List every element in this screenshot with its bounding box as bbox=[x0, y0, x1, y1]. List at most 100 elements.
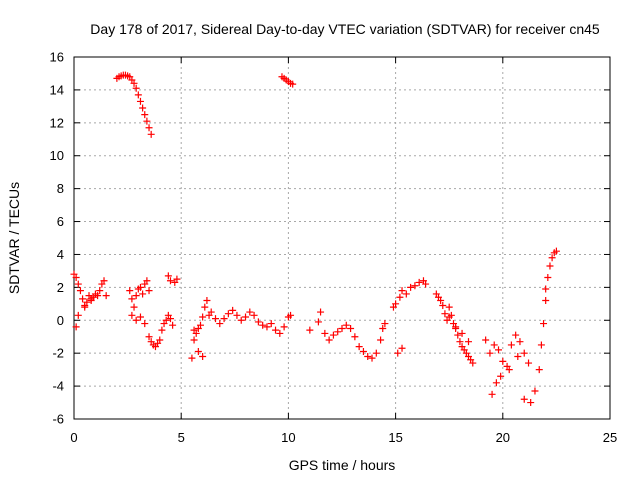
data-point bbox=[514, 352, 522, 360]
data-point bbox=[411, 282, 419, 290]
data-point bbox=[486, 349, 494, 357]
data-point bbox=[531, 387, 539, 395]
data-point bbox=[190, 336, 198, 344]
data-point bbox=[377, 336, 385, 344]
data-point bbox=[188, 354, 196, 362]
data-point bbox=[441, 310, 449, 318]
data-point bbox=[81, 303, 89, 311]
series-cluster-7 bbox=[389, 277, 430, 357]
data-point bbox=[134, 91, 142, 99]
y-tick-label: 12 bbox=[50, 115, 64, 130]
data-point bbox=[207, 308, 215, 316]
data-point bbox=[398, 344, 406, 352]
data-point bbox=[492, 379, 500, 387]
data-point bbox=[166, 277, 174, 285]
data-point bbox=[132, 316, 140, 324]
data-point bbox=[464, 338, 472, 346]
data-point bbox=[548, 254, 556, 262]
data-point bbox=[445, 303, 453, 311]
data-point bbox=[259, 321, 267, 329]
data-point bbox=[94, 292, 102, 300]
data-point bbox=[96, 287, 104, 295]
data-point bbox=[158, 326, 166, 334]
x-tick-label: 10 bbox=[281, 430, 295, 445]
data-point bbox=[141, 111, 149, 119]
series-cluster-1 bbox=[70, 270, 110, 331]
data-point bbox=[145, 287, 153, 295]
data-point bbox=[525, 359, 533, 367]
data-point bbox=[280, 323, 288, 331]
plot-frame bbox=[73, 56, 611, 420]
x-tick-label: 5 bbox=[178, 430, 185, 445]
data-point bbox=[212, 315, 220, 323]
data-layer bbox=[70, 71, 560, 407]
data-point bbox=[139, 290, 147, 298]
data-point bbox=[102, 292, 110, 300]
data-point bbox=[263, 323, 271, 331]
data-point bbox=[196, 321, 204, 329]
data-point bbox=[201, 303, 209, 311]
data-point bbox=[100, 277, 108, 285]
data-point bbox=[132, 84, 140, 92]
series-cluster-10 bbox=[542, 247, 560, 293]
data-point bbox=[512, 331, 520, 339]
data-point bbox=[407, 283, 415, 291]
data-point bbox=[454, 331, 462, 339]
data-point bbox=[535, 366, 543, 374]
data-point bbox=[488, 390, 496, 398]
data-point bbox=[87, 295, 95, 303]
chart-title: Day 178 of 2017, Sidereal Day-to-day VTE… bbox=[90, 21, 600, 37]
data-point bbox=[347, 325, 355, 332]
data-point bbox=[130, 303, 138, 311]
data-point bbox=[162, 316, 170, 324]
data-point bbox=[72, 273, 80, 281]
y-tick-label: 16 bbox=[50, 50, 64, 65]
data-point bbox=[372, 349, 380, 357]
data-point bbox=[520, 349, 528, 357]
data-point bbox=[254, 318, 262, 326]
data-point bbox=[516, 338, 524, 346]
data-point bbox=[143, 117, 151, 125]
data-point bbox=[156, 336, 164, 344]
data-point bbox=[199, 313, 207, 321]
data-point bbox=[306, 326, 314, 334]
x-tick-label: 0 bbox=[70, 430, 77, 445]
data-point bbox=[317, 308, 325, 316]
series-cluster-6 bbox=[306, 308, 389, 362]
data-point bbox=[495, 346, 503, 354]
data-point bbox=[396, 293, 404, 301]
data-point bbox=[527, 399, 535, 407]
y-tick-label: 14 bbox=[50, 82, 64, 97]
data-point bbox=[289, 80, 297, 88]
data-point bbox=[128, 295, 136, 303]
data-point bbox=[173, 275, 181, 283]
data-point bbox=[452, 323, 460, 331]
data-point bbox=[203, 297, 211, 305]
data-point bbox=[507, 341, 515, 349]
y-tick-label: 10 bbox=[50, 148, 64, 163]
data-point bbox=[439, 301, 447, 309]
data-point bbox=[72, 323, 80, 331]
data-point bbox=[398, 287, 406, 295]
data-point bbox=[520, 395, 528, 403]
grid-layer bbox=[74, 57, 610, 419]
data-point bbox=[321, 329, 329, 337]
data-point bbox=[267, 320, 275, 328]
data-point bbox=[250, 311, 258, 319]
y-tick-label: 8 bbox=[57, 181, 64, 196]
data-point bbox=[246, 308, 254, 316]
data-point bbox=[402, 290, 410, 298]
data-point bbox=[136, 313, 144, 321]
data-point bbox=[199, 352, 207, 360]
data-point bbox=[334, 328, 342, 336]
data-point bbox=[469, 359, 477, 367]
data-point bbox=[355, 343, 363, 351]
data-point bbox=[242, 313, 250, 321]
data-point bbox=[546, 262, 554, 270]
series-cluster-5 bbox=[278, 73, 297, 88]
data-point bbox=[130, 79, 138, 87]
data-point bbox=[394, 349, 402, 357]
data-point bbox=[136, 97, 144, 105]
data-point bbox=[359, 348, 367, 356]
data-point bbox=[314, 318, 322, 326]
